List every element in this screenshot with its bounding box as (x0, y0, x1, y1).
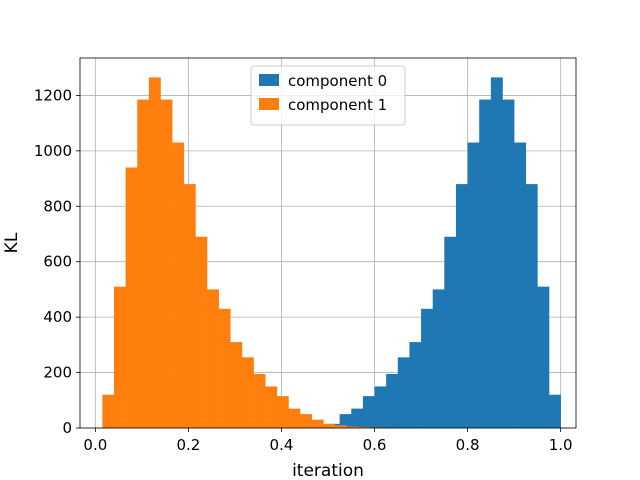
x-tick-label: 0.2 (176, 436, 200, 454)
bar-series-1 (253, 373, 266, 428)
bar-series-0 (386, 373, 399, 428)
bar-series-1 (241, 357, 254, 428)
y-tick-label: 800 (43, 197, 72, 215)
bar-series-1 (230, 342, 243, 428)
bar-series-1 (113, 286, 126, 428)
bar-series-0 (351, 408, 364, 428)
bar-series-1 (172, 142, 185, 428)
bar-series-0 (397, 357, 410, 428)
legend-swatch (259, 98, 279, 110)
bar-series-0 (490, 77, 503, 428)
bar-series-1 (346, 426, 359, 428)
bar-series-1 (195, 236, 208, 428)
bar-series-1 (323, 423, 336, 428)
bar-series-0 (525, 184, 538, 428)
bar-series-1 (358, 427, 371, 428)
bar-series-1 (334, 425, 347, 428)
legend-label: component 0 (288, 72, 387, 90)
x-tick-label: 0.4 (270, 436, 294, 454)
bar-series-1 (148, 77, 161, 428)
y-tick-label: 200 (43, 364, 72, 382)
bar-series-0 (514, 142, 527, 428)
x-tick-label: 1.0 (549, 436, 573, 454)
x-axis-label: iteration (292, 461, 364, 480)
bar-series-0 (549, 394, 561, 428)
bar-series-1 (137, 99, 150, 429)
y-tick-label: 600 (43, 253, 72, 271)
bar-series-0 (479, 99, 492, 429)
legend-box (250, 65, 406, 126)
bars (102, 77, 561, 429)
bar-series-1 (102, 394, 115, 428)
bar-series-1 (265, 386, 278, 428)
bar-series-0 (374, 386, 387, 428)
bar-series-1 (207, 289, 219, 428)
legend-swatch (259, 74, 279, 86)
bar-series-1 (276, 396, 289, 428)
bar-series-0 (421, 308, 433, 428)
legend: component 0 component 1 (250, 65, 406, 126)
bar-series-0 (339, 414, 352, 428)
bar-series-1 (218, 308, 231, 428)
legend-label: component 1 (288, 96, 387, 114)
bar-series-0 (502, 99, 515, 429)
bar-series-1 (300, 414, 313, 428)
y-axis-label: KL (2, 232, 22, 253)
bar-series-0 (537, 286, 550, 428)
y-tick-label: 1000 (34, 142, 72, 160)
ticks: 0.0 0.2 0.4 0.6 0.8 1.0 0 200 400 600 800 1000 1200 (34, 86, 573, 454)
bar-series-1 (288, 408, 301, 428)
y-tick-label: 1200 (34, 86, 72, 104)
bar-series-0 (467, 142, 480, 428)
y-tick-label: 0 (62, 419, 72, 437)
x-tick-label: 0.0 (83, 436, 107, 454)
y-tick-label: 400 (43, 308, 72, 326)
bar-series-1 (160, 99, 173, 429)
bar-series-1 (183, 184, 196, 428)
x-tick-label: 0.6 (363, 436, 387, 454)
bar-series-0 (432, 289, 445, 428)
bar-series-0 (444, 236, 457, 428)
bar-series-1 (125, 167, 138, 429)
plot-frame (79, 57, 577, 429)
bar-series-0 (409, 342, 422, 428)
bar-series-0 (362, 396, 375, 428)
x-tick-label: 0.8 (456, 436, 480, 454)
bar-series-0 (455, 184, 468, 428)
bar-series-1 (311, 419, 324, 428)
